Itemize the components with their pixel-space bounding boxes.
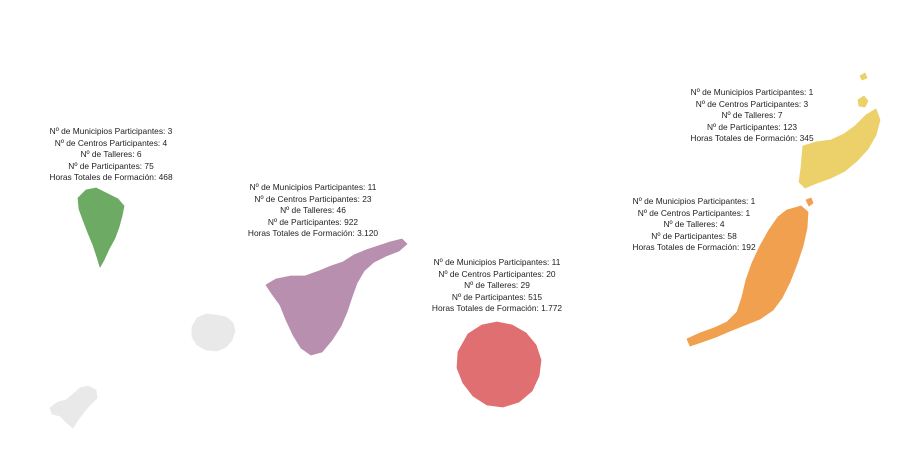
tenerife-talleres: Nº de Talleres: 46	[280, 205, 346, 215]
fuerteventura-participantes: Nº de Participantes: 58	[651, 230, 737, 241]
label-gran-canaria: Nº de Municipios Participantes: 11 Nº de…	[432, 257, 562, 315]
label-la-palma: Nº de Municipios Participantes: 3 Nº de …	[49, 126, 172, 184]
island-lanzarote[interactable]	[798, 108, 881, 189]
island-la-gomera[interactable]	[191, 313, 236, 352]
gran-canaria-centros: Nº de Centros Participantes: 20	[438, 268, 556, 279]
lanzarote-municipios: Nº de Municipios Participantes: 1	[690, 87, 814, 97]
la-palma-centros: Nº de Centros Participantes: 4	[54, 137, 168, 148]
tenerife-centros: Nº de Centros Participantes: 23	[254, 193, 372, 204]
fuerteventura-centros: Nº de Centros Participantes: 1	[637, 207, 751, 218]
lanzarote-participantes: Nº de Participantes: 123	[706, 121, 798, 132]
gran-canaria-municipios: Nº de Municipios Participantes: 11	[433, 257, 561, 267]
label-tenerife: Nº de Municipios Participantes: 11 Nº de…	[248, 182, 378, 240]
island-la-graciosa[interactable]	[857, 95, 869, 108]
tenerife-participantes: Nº de Participantes: 922	[267, 216, 359, 227]
gran-canaria-horas: Horas Totales de Formación: 1.772	[431, 303, 563, 313]
island-gran-canaria[interactable]	[456, 321, 542, 408]
tenerife-municipios: Nº de Municipios Participantes: 11	[249, 182, 377, 192]
fuerteventura-municipios: Nº de Municipios Participantes: 1	[632, 196, 756, 206]
la-palma-talleres: Nº de Talleres: 6	[80, 149, 142, 159]
fuerteventura-horas: Horas Totales de Formación: 192	[632, 242, 756, 252]
lanzarote-centros: Nº de Centros Participantes: 3	[695, 98, 809, 109]
lanzarote-talleres: Nº de Talleres: 7	[721, 110, 783, 120]
gran-canaria-participantes: Nº de Participantes: 515	[451, 291, 543, 302]
la-palma-horas: Horas Totales de Formación: 468	[49, 172, 173, 182]
island-el-hierro[interactable]	[49, 385, 98, 429]
lanzarote-horas: Horas Totales de Formación: 345	[690, 133, 814, 143]
la-palma-municipios: Nº de Municipios Participantes: 3	[49, 126, 173, 136]
fuerteventura-talleres: Nº de Talleres: 4	[663, 219, 725, 229]
island-la-palma[interactable]	[77, 187, 125, 268]
label-lanzarote: Nº de Municipios Participantes: 1 Nº de …	[690, 87, 813, 145]
island-fuerteventura[interactable]	[686, 205, 809, 347]
label-fuerteventura: Nº de Municipios Participantes: 1 Nº de …	[632, 196, 755, 254]
gran-canaria-talleres: Nº de Talleres: 29	[464, 280, 530, 290]
island-alegranza[interactable]	[859, 72, 868, 81]
la-palma-participantes: Nº de Participantes: 75	[68, 160, 154, 171]
island-tenerife[interactable]	[265, 238, 408, 356]
tenerife-horas: Horas Totales de Formación: 3.120	[247, 228, 379, 238]
island-lobos[interactable]	[805, 197, 814, 207]
